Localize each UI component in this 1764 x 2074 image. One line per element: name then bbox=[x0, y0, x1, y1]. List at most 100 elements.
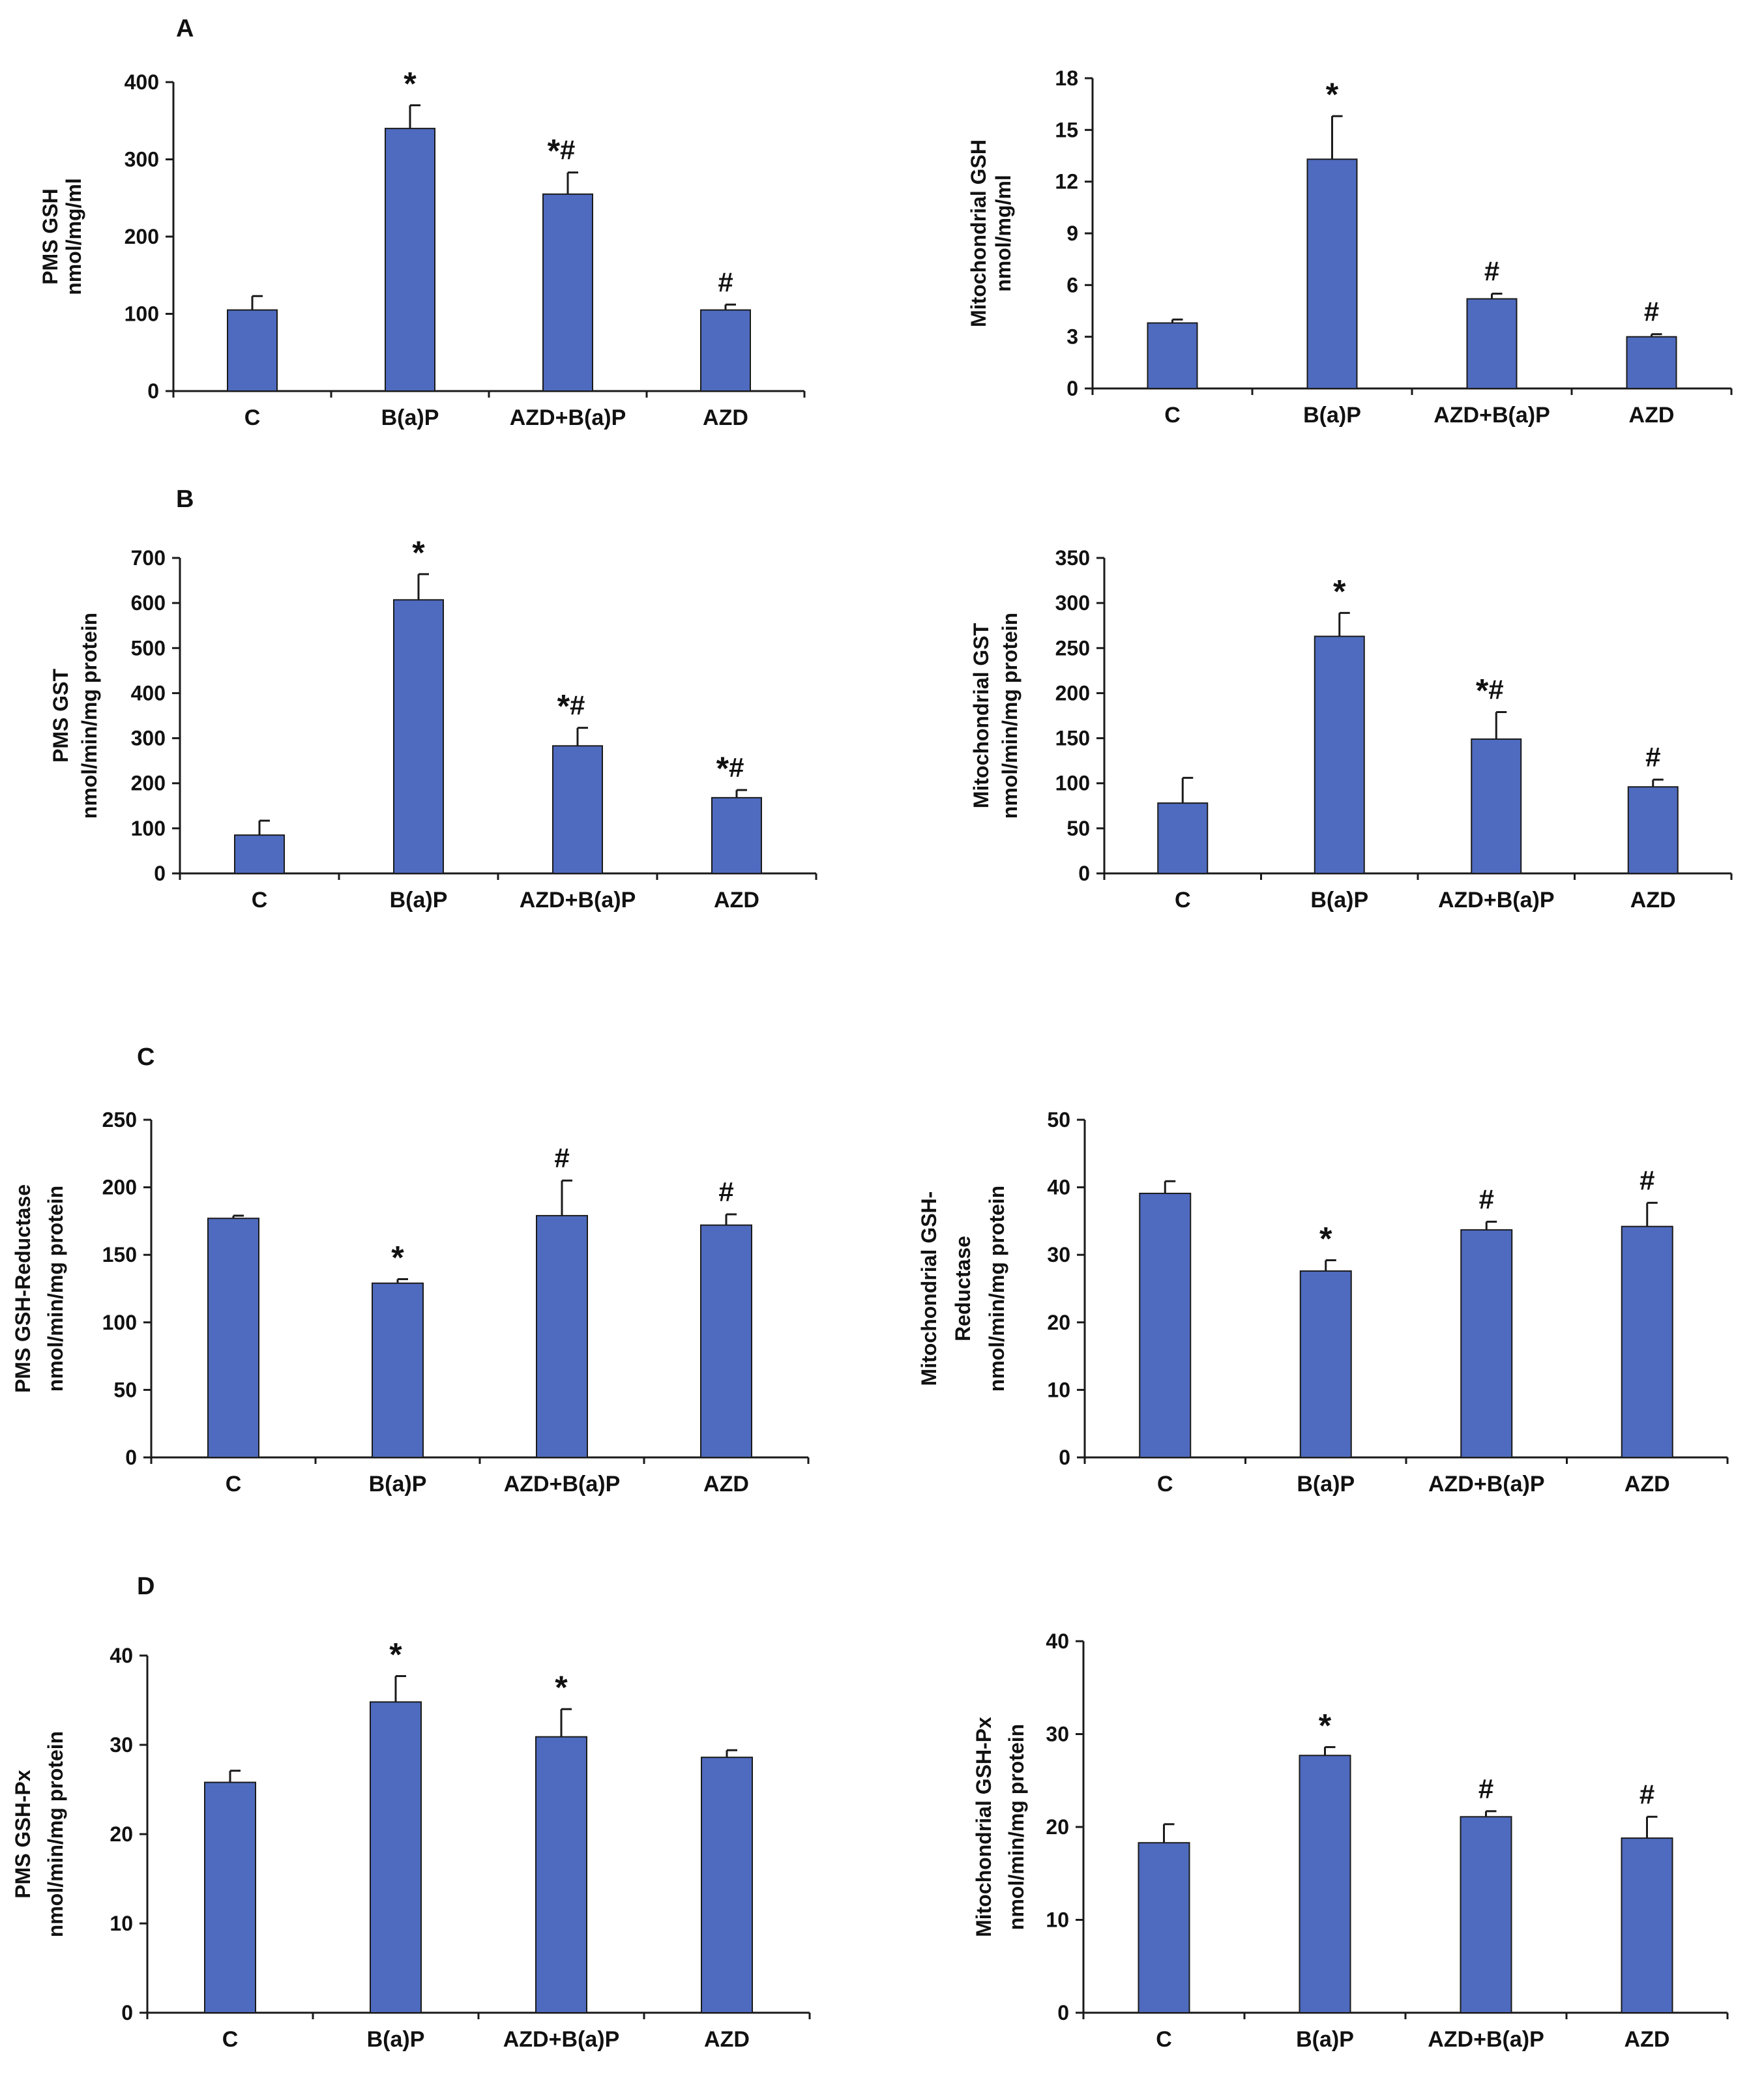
bar bbox=[393, 599, 444, 874]
y-tick-label: 400 bbox=[131, 681, 166, 705]
hash-mark: # bbox=[1478, 1774, 1493, 1804]
y-tick-label: 20 bbox=[110, 1822, 133, 1846]
y-axis-label: nmol/min/mg protein bbox=[78, 613, 101, 819]
y-tick-label: 50 bbox=[113, 1378, 137, 1401]
category-label: C bbox=[1175, 888, 1191, 913]
y-tick-label: 200 bbox=[102, 1176, 137, 1199]
significance-mark: # bbox=[1484, 256, 1499, 287]
y-tick-label: 100 bbox=[131, 817, 166, 840]
asterisk-mark: * bbox=[1319, 1707, 1332, 1744]
bar bbox=[385, 128, 435, 392]
y-tick-label: 100 bbox=[1055, 772, 1090, 795]
bar bbox=[552, 745, 603, 874]
category-label: B(a)P bbox=[1296, 2027, 1354, 2052]
significance-mark: * bbox=[1333, 573, 1346, 609]
y-tick-label: 400 bbox=[125, 70, 159, 94]
category-label: C bbox=[244, 405, 261, 430]
significance-mark: * bbox=[404, 66, 417, 102]
hash-mark: # bbox=[1488, 674, 1503, 705]
asterisk-mark: * bbox=[1326, 76, 1339, 113]
bar bbox=[1138, 1842, 1190, 2014]
y-axis-label: Reductase bbox=[951, 1236, 975, 1341]
category-label: B(a)P bbox=[381, 405, 439, 430]
y-tick-label: 300 bbox=[1055, 591, 1090, 615]
significance-mark: # bbox=[718, 1176, 733, 1207]
bar bbox=[370, 1701, 422, 2013]
category-label: AZD bbox=[704, 2027, 750, 2052]
y-tick-label: 20 bbox=[1046, 1815, 1069, 1839]
category-label: AZD+B(a)P bbox=[520, 888, 636, 913]
significance-mark: *# bbox=[716, 750, 744, 787]
y-tick-label: 250 bbox=[102, 1108, 137, 1132]
category-label: AZD bbox=[714, 888, 759, 913]
y-tick-label: 40 bbox=[110, 1644, 133, 1667]
bar bbox=[1621, 1837, 1673, 2014]
category-label: AZD+B(a)P bbox=[510, 405, 626, 430]
y-tick-label: 200 bbox=[131, 772, 166, 795]
bar bbox=[1471, 738, 1522, 875]
y-tick-label: 700 bbox=[131, 546, 166, 570]
bar bbox=[700, 309, 751, 392]
category-label: AZD bbox=[703, 405, 748, 430]
significance-mark: # bbox=[1645, 742, 1660, 772]
y-tick-label: 10 bbox=[1046, 1908, 1069, 1932]
significance-mark: * bbox=[412, 534, 425, 571]
y-axis-label: Mitochondrial GSH- bbox=[917, 1191, 941, 1386]
bar bbox=[1299, 1270, 1352, 1458]
bar bbox=[227, 309, 278, 392]
y-tick-label: 350 bbox=[1055, 546, 1090, 570]
category-label: AZD+B(a)P bbox=[1438, 888, 1555, 913]
y-tick-label: 200 bbox=[125, 225, 159, 248]
bar bbox=[1626, 336, 1677, 390]
significance-mark: # bbox=[1478, 1774, 1493, 1804]
y-tick-label: 500 bbox=[131, 636, 166, 660]
y-tick-label: 40 bbox=[1047, 1176, 1070, 1199]
y-tick-label: 10 bbox=[1047, 1378, 1070, 1401]
y-tick-label: 0 bbox=[121, 2001, 133, 2024]
bar bbox=[711, 796, 762, 874]
y-tick-label: 150 bbox=[1055, 727, 1090, 750]
y-tick-label: 0 bbox=[1059, 1446, 1070, 1469]
y-tick-label: 0 bbox=[1057, 2001, 1069, 2024]
y-tick-label: 0 bbox=[1066, 377, 1078, 400]
significance-mark: * bbox=[1319, 1707, 1332, 1744]
category-label: C bbox=[252, 888, 268, 913]
bar bbox=[1306, 158, 1358, 390]
y-axis-label: Mitochondrial GSH bbox=[967, 139, 990, 327]
y-tick-label: 3 bbox=[1066, 325, 1078, 349]
asterisk-mark: * bbox=[1319, 1220, 1332, 1257]
significance-mark: # bbox=[1639, 1165, 1654, 1195]
category-label: AZD bbox=[1630, 888, 1676, 913]
y-tick-label: 9 bbox=[1066, 222, 1078, 245]
asterisk-mark: * bbox=[1333, 573, 1346, 609]
bar bbox=[1314, 635, 1365, 875]
y-axis-label: nmol/min/mg protein bbox=[1005, 1724, 1028, 1930]
significance-mark: # bbox=[1644, 297, 1659, 327]
category-label: AZD bbox=[1624, 1472, 1670, 1497]
y-tick-label: 0 bbox=[154, 862, 166, 885]
bar bbox=[1621, 1225, 1673, 1458]
significance-mark: # bbox=[1479, 1184, 1494, 1214]
asterisk-mark: * bbox=[716, 750, 729, 787]
category-label: AZD+B(a)P bbox=[503, 2027, 620, 2052]
significance-mark: *# bbox=[557, 688, 585, 725]
hash-mark: # bbox=[729, 752, 744, 783]
y-tick-label: 15 bbox=[1055, 118, 1078, 141]
bar bbox=[536, 1215, 588, 1459]
hash-mark: # bbox=[554, 1143, 569, 1173]
y-tick-label: 30 bbox=[110, 1733, 133, 1757]
significance-mark: *# bbox=[1476, 672, 1504, 708]
y-tick-label: 30 bbox=[1047, 1243, 1070, 1266]
panel-letter-d: D bbox=[137, 1573, 154, 1600]
asterisk-mark: * bbox=[1476, 672, 1489, 708]
y-tick-label: 30 bbox=[1046, 1723, 1069, 1746]
bar bbox=[204, 1781, 256, 2014]
category-label: C bbox=[222, 2027, 239, 2052]
chart-b-left: 0100200300400500600700C*B(a)P*#AZD+B(a)P… bbox=[49, 534, 817, 913]
significance-mark: * bbox=[1326, 76, 1339, 113]
category-label: C bbox=[1156, 2027, 1172, 2052]
hash-mark: # bbox=[1484, 256, 1499, 287]
y-axis-label: PMS GSH-Px bbox=[11, 1770, 35, 1899]
y-tick-label: 10 bbox=[110, 1912, 133, 1935]
